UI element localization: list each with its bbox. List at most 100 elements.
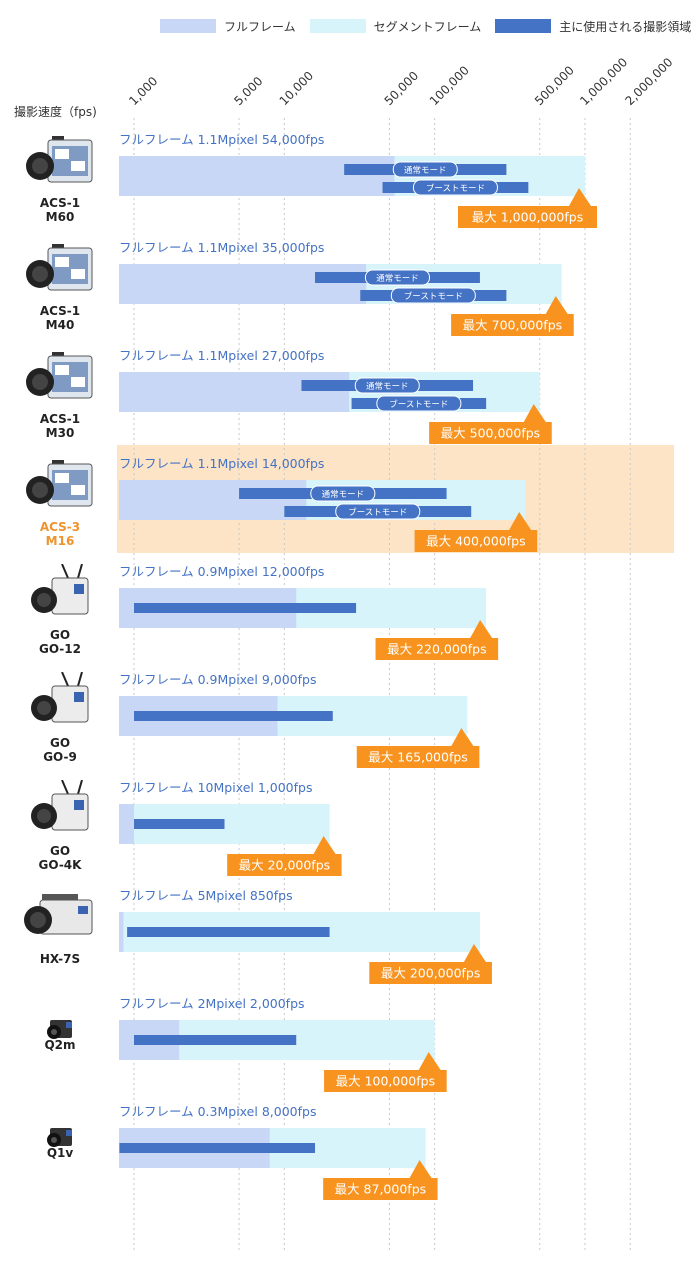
spec-label: フルフレーム 2Mpixel 2,000fps bbox=[119, 996, 305, 1011]
mode-pill bbox=[354, 377, 420, 394]
mode-pill bbox=[392, 161, 458, 178]
max-callout-pointer bbox=[313, 836, 336, 854]
max-callout-label: 最大 165,000fps bbox=[368, 750, 468, 765]
max-callout-pointer bbox=[470, 620, 493, 638]
main-range-bar bbox=[134, 1035, 297, 1045]
camera-go-icon bbox=[31, 672, 89, 723]
camera-model: GO bbox=[49, 844, 71, 858]
main-range-bar bbox=[134, 603, 357, 613]
x-tick-label: 5,000 bbox=[231, 74, 265, 108]
camera-submodel: M30 bbox=[45, 426, 75, 440]
max-callout-label: 最大 500,000fps bbox=[441, 426, 541, 441]
camera-submodel: GO-9 bbox=[43, 750, 77, 764]
camera-model: Q1v bbox=[46, 1146, 74, 1160]
max-callout-label: 最大 100,000fps bbox=[336, 1074, 436, 1089]
max-callout-box bbox=[323, 1178, 438, 1200]
main-range-bar bbox=[134, 711, 333, 721]
mode-pill bbox=[376, 395, 462, 412]
spec-label: フルフレーム 1.1Mpixel 54,000fps bbox=[119, 132, 324, 147]
camera-name: Q1v bbox=[4, 1146, 116, 1160]
mode-label: 通常モード bbox=[322, 489, 365, 500]
full-frame-bar bbox=[119, 804, 134, 844]
mode-pill bbox=[310, 485, 376, 502]
full-frame-bar bbox=[119, 372, 350, 412]
max-callout-pointer bbox=[523, 404, 546, 422]
x-tick-label: 500,000 bbox=[532, 63, 577, 108]
mode-label: ブーストモード bbox=[404, 291, 463, 302]
max-callout-box bbox=[429, 422, 552, 444]
legend-label-full-frame: フルフレーム bbox=[224, 19, 296, 34]
x-tick-label: 1,000,000 bbox=[577, 55, 630, 108]
camera-submodel: M40 bbox=[45, 318, 75, 332]
camera-model: GO bbox=[49, 628, 71, 642]
mode-label: 通常モード bbox=[376, 273, 419, 284]
camera-acs-icon bbox=[26, 136, 93, 183]
camera-acs-icon bbox=[26, 352, 93, 399]
spec-label: フルフレーム 1.1Mpixel 35,000fps bbox=[119, 240, 324, 255]
spec-label: フルフレーム 0.3Mpixel 8,000fps bbox=[119, 1104, 316, 1119]
camera-name: ACS-3 M16 bbox=[4, 520, 116, 548]
camera-model: ACS-1 bbox=[39, 196, 81, 210]
full-frame-bar bbox=[119, 156, 395, 196]
legend-label-main-range: 主に使用される撮影領域 bbox=[559, 19, 692, 34]
max-callout-label: 最大 87,000fps bbox=[335, 1182, 427, 1197]
camera-name: GO GO-9 bbox=[4, 736, 116, 764]
legend-swatch-full-frame bbox=[160, 19, 216, 33]
max-callout-box bbox=[451, 314, 574, 336]
max-callout-label: 最大 200,000fps bbox=[381, 966, 481, 981]
spec-label: フルフレーム 1.1Mpixel 14,000fps bbox=[119, 456, 324, 471]
max-callout-pointer bbox=[569, 188, 591, 206]
camera-submodel: GO-4K bbox=[38, 858, 82, 872]
camera-name: ACS-1 M30 bbox=[4, 412, 116, 440]
camera-model: ACS-1 bbox=[39, 304, 81, 318]
max-callout-pointer bbox=[409, 1160, 432, 1178]
max-callout-box bbox=[356, 746, 480, 768]
main-range-bar bbox=[127, 927, 330, 937]
max-callout-pointer bbox=[451, 728, 474, 746]
legend-item-full-frame: フルフレーム bbox=[160, 18, 296, 35]
camera-acs-icon bbox=[26, 244, 93, 291]
camera-model: ACS-3 bbox=[39, 520, 81, 534]
camera-name: ACS-1 M40 bbox=[4, 304, 116, 332]
legend-item-segment-frame: セグメントフレーム bbox=[309, 18, 481, 35]
camera-name: HX-7S bbox=[4, 952, 116, 966]
y-axis-title: 撮影速度（fps) bbox=[14, 105, 97, 119]
x-tick-label: 100,000 bbox=[427, 63, 472, 108]
camera-model: HX-7S bbox=[39, 952, 81, 966]
spec-label: フルフレーム 5Mpixel 850fps bbox=[119, 888, 293, 903]
max-callout-pointer bbox=[418, 1052, 441, 1070]
camera-submodel: GO-12 bbox=[39, 642, 81, 656]
legend-item-main-range: 主に使用される撮影領域 bbox=[495, 18, 691, 35]
spec-label: フルフレーム 0.9Mpixel 12,000fps bbox=[119, 564, 324, 579]
mode-pill bbox=[364, 269, 430, 286]
max-callout-label: 最大 1,000,000fps bbox=[472, 210, 583, 225]
mode-label: ブーストモード bbox=[348, 507, 407, 518]
max-callout-box bbox=[458, 206, 597, 228]
camera-submodel: M16 bbox=[45, 534, 75, 548]
camera-name: ACS-1 M60 bbox=[4, 196, 116, 224]
camera-acs-icon bbox=[26, 460, 93, 507]
x-tick-label: 10,000 bbox=[277, 69, 317, 109]
main-range-bar bbox=[134, 819, 225, 829]
camera-name: GO GO-4K bbox=[4, 844, 116, 872]
camera-go-icon bbox=[31, 780, 89, 831]
max-callout-pointer bbox=[545, 296, 568, 314]
max-callout-box bbox=[375, 638, 499, 660]
main-range-bar bbox=[119, 1143, 316, 1153]
x-tick-label: 50,000 bbox=[382, 69, 422, 109]
mode-pill bbox=[412, 179, 498, 196]
full-frame-bar bbox=[119, 480, 307, 520]
legend-swatch-segment-frame bbox=[309, 19, 366, 33]
mode-label: ブーストモード bbox=[389, 399, 448, 410]
max-callout-label: 最大 700,000fps bbox=[463, 318, 563, 333]
camera-hx-icon bbox=[24, 894, 93, 935]
camera-q-icon bbox=[47, 1128, 72, 1147]
max-callout-box bbox=[227, 854, 342, 876]
full-frame-bar bbox=[119, 264, 367, 304]
camera-model: Q2m bbox=[44, 1038, 76, 1052]
max-callout-label: 最大 400,000fps bbox=[426, 534, 526, 549]
mode-label: 通常モード bbox=[366, 381, 409, 392]
full-frame-bar bbox=[119, 912, 124, 952]
legend-swatch-main-range bbox=[495, 19, 552, 33]
camera-name: Q2m bbox=[4, 1038, 116, 1052]
